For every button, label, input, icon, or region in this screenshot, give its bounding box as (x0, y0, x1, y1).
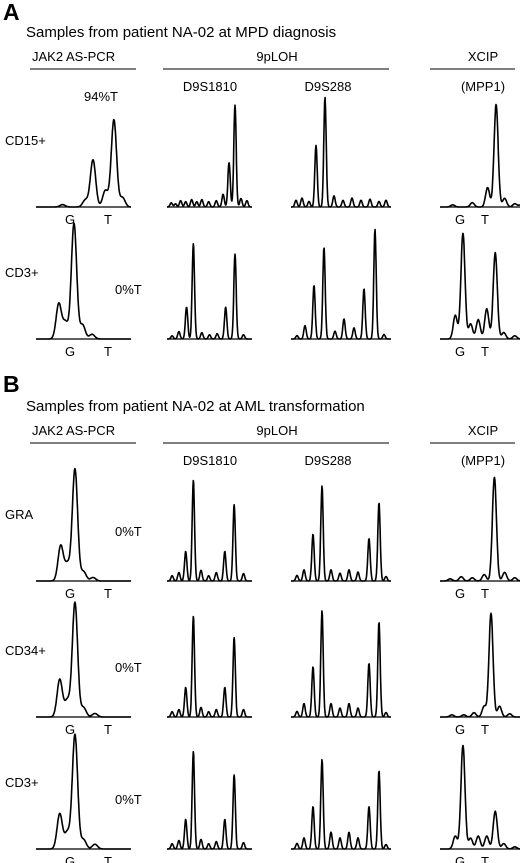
xcip-allele-g: G (455, 212, 465, 227)
marker-label-d9s1810: D9S1810 (183, 453, 237, 468)
xcip-trace (439, 744, 520, 850)
xcip-allele-g: G (455, 344, 465, 359)
jak2-trace (35, 118, 132, 208)
panel-title: Samples from patient NA-02 at AML transf… (26, 398, 365, 415)
jak2-allele-t: T (104, 722, 112, 737)
jak2-allele-t: T (104, 212, 112, 227)
jak2-percent-t: 0%T (115, 660, 142, 675)
panel-letter: B (3, 371, 20, 397)
jak2-allele-g: G (65, 722, 75, 737)
sample-label: CD3+ (5, 775, 39, 790)
xcip-trace (439, 612, 520, 718)
d9s1810-trace (166, 104, 253, 208)
xcip-allele-t: T (481, 854, 489, 863)
xcip-allele-g: G (455, 586, 465, 601)
marker-label-mpp1: (MPP1) (461, 453, 505, 468)
jak2-percent-t: 0%T (115, 282, 142, 297)
xcip-allele-g: G (455, 722, 465, 737)
d9s288-trace (290, 228, 392, 340)
d9s1810-trace (166, 750, 253, 850)
header-jak2: JAK2 AS-PCR (32, 49, 115, 64)
xcip-allele-t: T (481, 722, 489, 737)
d9s288-trace (290, 96, 392, 208)
sample-label: CD3+ (5, 265, 39, 280)
jak2-trace (35, 222, 132, 340)
xcip-allele-t: T (481, 212, 489, 227)
header-xcip: XCIP (468, 49, 498, 64)
xcip-allele-g: G (455, 854, 465, 863)
d9s288-trace (290, 610, 392, 718)
sample-label: CD15+ (5, 133, 46, 148)
jak2-percent-t: 0%T (115, 524, 142, 539)
jak2-trace (35, 733, 132, 850)
jak2-allele-g: G (65, 854, 75, 863)
jak2-allele-g: G (65, 212, 75, 227)
d9s288-trace (290, 485, 392, 582)
jak2-allele-g: G (65, 586, 75, 601)
panel-title: Samples from patient NA-02 at MPD diagno… (26, 24, 336, 41)
d9s1810-trace (166, 479, 253, 582)
d9s288-trace (290, 758, 392, 850)
xcip-trace (439, 232, 520, 340)
header-9ploh: 9pLOH (256, 49, 297, 64)
d9s1810-trace (166, 243, 253, 340)
xcip-allele-t: T (481, 586, 489, 601)
jak2-allele-t: T (104, 344, 112, 359)
d9s1810-trace (166, 615, 253, 718)
jak2-percent-t: 0%T (115, 792, 142, 807)
xcip-trace (439, 103, 520, 208)
jak2-allele-t: T (104, 854, 112, 863)
jak2-trace (35, 601, 132, 718)
marker-label-d9s288: D9S288 (305, 79, 352, 94)
xcip-allele-t: T (481, 344, 489, 359)
header-xcip: XCIP (468, 423, 498, 438)
jak2-allele-t: T (104, 586, 112, 601)
jak2-trace (35, 467, 132, 582)
header-jak2: JAK2 AS-PCR (32, 423, 115, 438)
marker-label-mpp1: (MPP1) (461, 79, 505, 94)
marker-label-d9s288: D9S288 (305, 453, 352, 468)
sample-label: GRA (5, 507, 34, 522)
xcip-trace (439, 476, 520, 582)
jak2-percent-t: 94%T (84, 89, 118, 104)
panel-letter: A (3, 0, 20, 25)
marker-label-d9s1810: D9S1810 (183, 79, 237, 94)
jak2-allele-g: G (65, 344, 75, 359)
sample-label: CD34+ (5, 643, 46, 658)
header-9ploh: 9pLOH (256, 423, 297, 438)
